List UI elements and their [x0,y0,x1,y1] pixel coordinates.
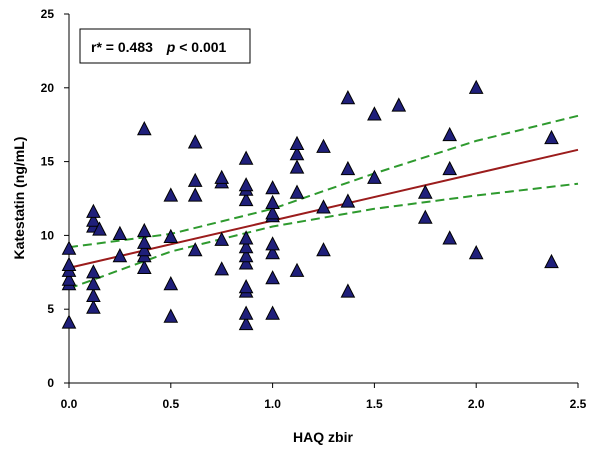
data-point [417,184,433,199]
data-point [265,180,280,195]
data-point [86,212,101,227]
data-point [289,135,305,150]
data-point [92,221,107,236]
data-point [61,314,77,329]
data-point [340,283,356,298]
data-point [265,245,280,260]
r-value: r* = 0.483 [91,39,153,55]
data-point [86,299,101,314]
data-point [265,305,280,320]
data-point [442,230,458,245]
data-point [61,256,77,271]
x-tick-label: 1.0 [264,397,281,411]
data-point [163,187,179,202]
data-point [289,159,305,174]
y-tick-label: 10 [41,228,55,242]
x-tick-label: 0.5 [162,397,179,411]
data-point [289,146,305,161]
data-point [238,315,254,331]
x-tick-label: 2.0 [468,397,485,411]
data-point [289,262,305,277]
data-point [136,242,152,257]
data-point [187,134,203,149]
data-point [187,242,203,257]
data-point [86,287,101,302]
data-point [136,222,152,238]
data-point [163,308,179,323]
stat-label: r* = 0.483 p < 0.001 [91,39,227,55]
data-point [86,276,101,291]
data-point [238,255,254,270]
data-point [214,261,230,276]
stat-annotation: r* = 0.483 p < 0.001 [79,28,251,64]
data-point [136,121,152,136]
data-point [238,305,254,320]
data-point [442,126,458,142]
data-point [340,160,356,176]
data-point [367,106,382,121]
data-point [238,177,254,192]
data-point [238,248,254,263]
y-tick-label: 15 [41,155,55,169]
y-axis-title: Katestatin (ng/mL) [11,137,27,260]
data-point [265,194,280,209]
confidence-band-upper [68,114,579,249]
y-tick-label: 25 [41,7,55,21]
data-point [468,245,484,260]
data-point [468,79,484,94]
x-tick-label: 1.5 [366,397,383,411]
plot-area: 0 5 10 15 20 25 0.0 0.5 1.0 1.5 2.0 2.5 [41,7,587,411]
data-point [238,230,254,245]
data-point [544,129,559,145]
data-point [136,234,152,249]
data-point [340,90,356,105]
stat-box [79,28,251,64]
data-point [265,205,280,220]
data-point [238,191,254,207]
data-point [265,270,280,285]
x-axis-title: HAQ zbir [293,429,353,445]
data-point [163,276,179,291]
p-value: < 0.001 [179,39,226,55]
data-point [289,184,305,199]
data-point [61,240,77,255]
data-point [367,169,382,184]
data-point [442,160,458,176]
x-tick-label: 0.0 [61,397,78,411]
p-symbol: p [166,39,176,55]
y-tick-label: 0 [47,376,54,390]
data-point [163,228,179,243]
data-point [316,199,331,214]
data-point [214,169,230,184]
data-point [86,203,101,218]
data-point [391,97,407,112]
data-point [316,138,331,153]
data-point [112,225,128,240]
data-point [265,236,280,251]
data-point [417,209,433,224]
data-point [136,259,152,274]
y-tick-label: 5 [47,302,54,316]
data-point [214,231,230,246]
data-point [238,279,254,294]
data-point [544,253,559,269]
data-point [340,193,356,208]
y-tick-label: 20 [41,81,55,95]
data-point [187,172,203,187]
data-point [86,264,101,279]
data-point [316,242,331,257]
data-point [187,187,203,202]
x-tick-label: 2.5 [570,397,587,411]
data-point [112,248,128,263]
data-point [61,271,77,286]
confidence-band-lower [68,182,579,290]
data-point [238,239,254,254]
data-point [238,150,254,165]
